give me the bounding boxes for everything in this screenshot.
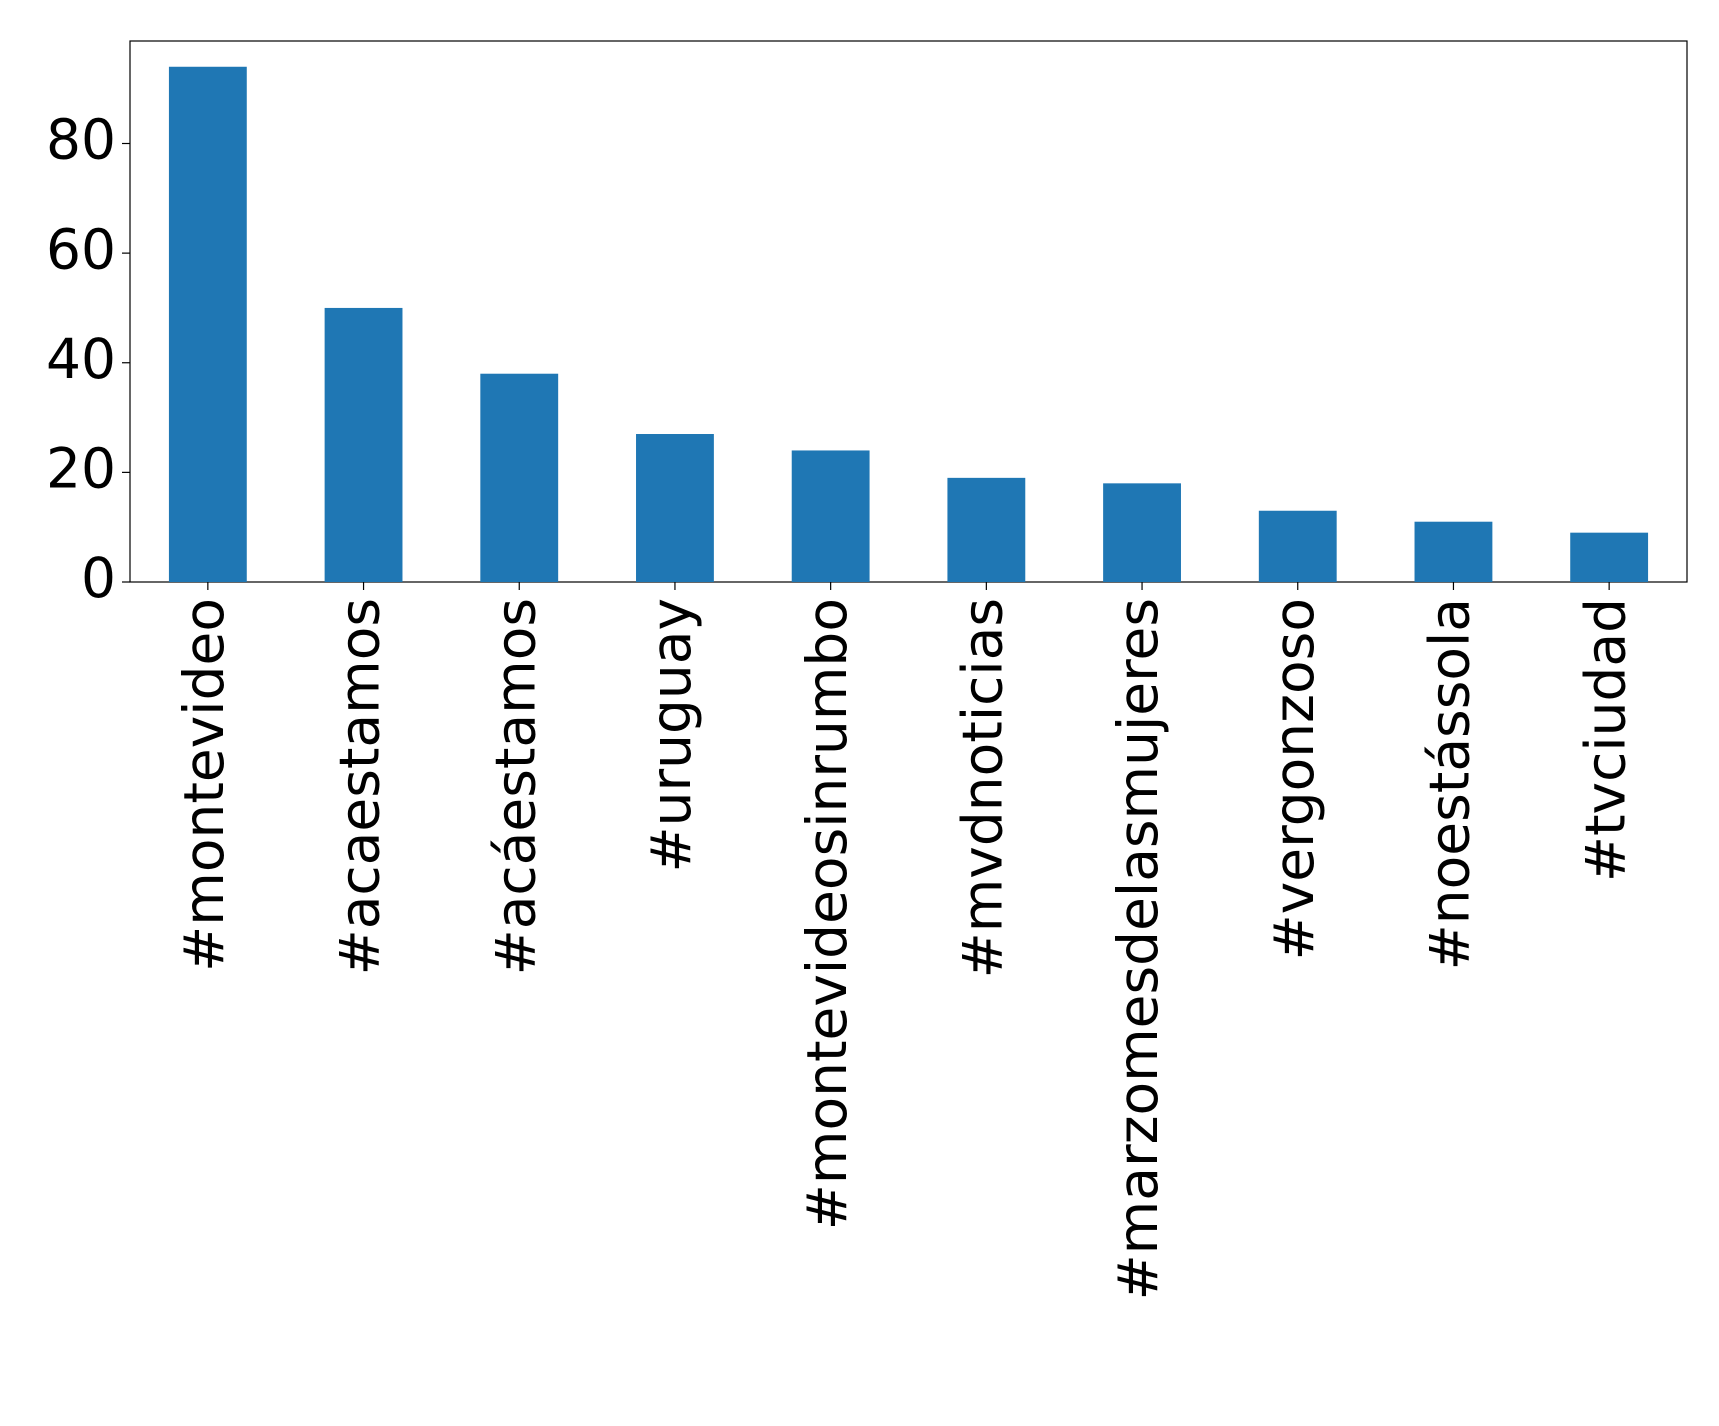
x-tick-label: #montevideosinrumbo xyxy=(795,598,859,1230)
bar xyxy=(1258,510,1337,582)
bar xyxy=(1570,532,1649,582)
x-tick-label: #montevideo xyxy=(172,598,236,972)
x-tick-label: #uruguay xyxy=(639,598,703,872)
y-tick-label: 0 xyxy=(81,546,116,610)
bar xyxy=(480,373,559,582)
y-tick-label: 60 xyxy=(46,217,116,281)
bar xyxy=(324,307,403,582)
x-tick-label: #vergonzoso xyxy=(1262,598,1326,960)
bar xyxy=(791,450,870,582)
y-tick-label: 20 xyxy=(46,437,116,501)
x-tick-label: #tvciudad xyxy=(1573,598,1637,882)
x-tick-label: #acáestamos xyxy=(483,598,547,975)
y-tick-label: 40 xyxy=(46,327,116,391)
x-tick-label: #mvdnoticias xyxy=(950,598,1014,978)
plot-frame xyxy=(129,40,1688,583)
bar xyxy=(168,66,247,582)
x-tick-label: #marzomesdelasmujeres xyxy=(1106,598,1170,1300)
x-tick-label: #acaestamos xyxy=(328,598,392,975)
x-tick-label: #noestássola xyxy=(1418,598,1482,970)
bar xyxy=(1414,521,1493,582)
bar xyxy=(636,434,714,582)
bar xyxy=(1103,483,1181,582)
bar xyxy=(947,477,1026,582)
y-tick-label: 80 xyxy=(46,108,116,172)
